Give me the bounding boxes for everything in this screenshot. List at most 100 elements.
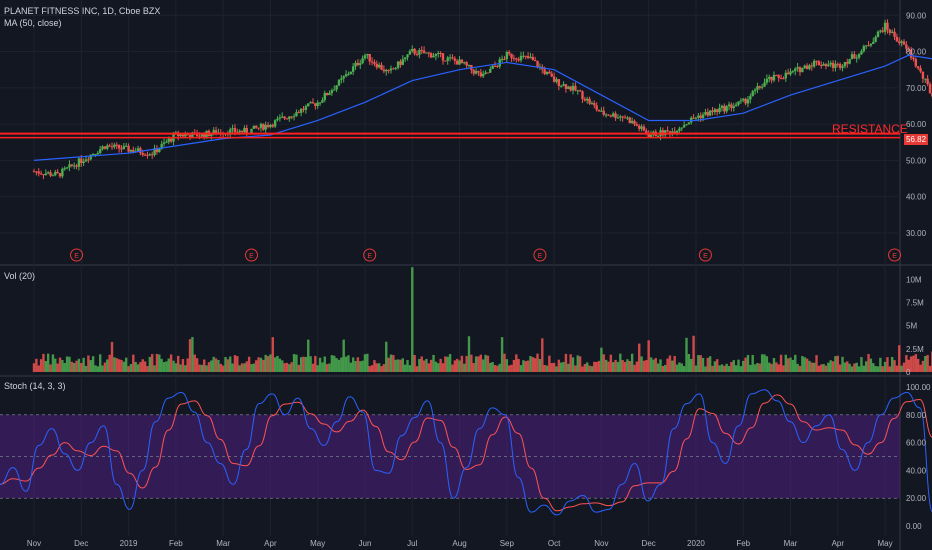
volume-bar xyxy=(191,336,194,372)
stoch-tick-label: 40.00 xyxy=(906,466,927,475)
volume-bar xyxy=(49,364,52,372)
price-candle xyxy=(158,148,161,153)
price-candle xyxy=(926,78,929,85)
volume-bar xyxy=(162,362,166,372)
volume-bar xyxy=(928,365,932,372)
volume-bar xyxy=(526,360,530,372)
volume-bar xyxy=(373,360,376,372)
volume-bar xyxy=(640,356,643,372)
price-candle xyxy=(789,71,792,75)
price-candle xyxy=(368,53,371,62)
price-candle xyxy=(848,59,851,64)
price-candle xyxy=(396,61,400,68)
price-candle xyxy=(387,69,390,71)
volume-bar xyxy=(519,365,523,372)
volume-bar xyxy=(586,362,589,372)
volume-bar xyxy=(614,359,617,372)
price-candle xyxy=(429,53,433,58)
volume-bar xyxy=(396,359,400,372)
volume-bar xyxy=(245,361,248,372)
price-candle xyxy=(907,48,910,50)
volume-bar xyxy=(323,356,326,372)
volume-bar xyxy=(422,360,426,372)
volume-bar xyxy=(238,365,241,372)
price-candle xyxy=(373,62,376,64)
price-candle xyxy=(531,56,535,61)
price-candle xyxy=(169,138,173,142)
price-candle xyxy=(716,109,719,113)
price-candle xyxy=(886,22,889,30)
price-candle xyxy=(361,58,364,64)
price-candle xyxy=(323,93,326,101)
price-candle xyxy=(437,53,440,55)
stoch-k-line xyxy=(0,389,932,516)
volume-bar xyxy=(720,364,724,372)
volume-bar xyxy=(486,355,490,372)
price-candle xyxy=(909,49,913,58)
price-candle xyxy=(198,136,201,138)
volume-bar xyxy=(307,339,310,372)
volume-bar xyxy=(739,366,743,372)
volume-bar xyxy=(75,360,78,372)
price-candle xyxy=(595,105,598,110)
volume-bar xyxy=(101,365,104,372)
x-tick-label: Mar xyxy=(216,539,230,548)
price-candle xyxy=(302,108,305,110)
x-tick-label: Feb xyxy=(736,539,750,548)
price-candle xyxy=(645,130,648,135)
price-candle xyxy=(356,62,360,65)
volume-bar xyxy=(356,357,360,372)
volume-bar xyxy=(299,357,303,372)
price-candle xyxy=(730,104,733,109)
volume-bar xyxy=(562,361,565,372)
volume-bar xyxy=(616,361,620,372)
price-candle xyxy=(824,64,828,67)
volume-bar xyxy=(110,341,114,372)
volume-bar xyxy=(507,365,511,372)
price-candle xyxy=(49,172,52,176)
price-candle xyxy=(796,67,799,69)
volume-bar xyxy=(297,364,300,372)
price-candle xyxy=(562,84,565,86)
price-candle xyxy=(392,68,395,70)
price-candle xyxy=(701,114,705,119)
volume-bar xyxy=(758,363,761,372)
price-candle xyxy=(269,124,272,128)
volume-bar xyxy=(257,357,260,372)
volume-bar xyxy=(805,358,809,372)
volume-bar xyxy=(864,361,868,372)
price-candle xyxy=(548,71,551,74)
volume-bar xyxy=(645,360,648,372)
price-candle xyxy=(441,53,445,61)
price-candle xyxy=(425,52,428,54)
volume-bar xyxy=(359,361,362,372)
volume-bar xyxy=(730,361,733,372)
volume-bar xyxy=(907,359,910,372)
price-candle xyxy=(567,86,570,89)
price-candle xyxy=(533,60,537,62)
volume-bar xyxy=(229,356,232,372)
volume-bar xyxy=(630,353,634,372)
price-candle xyxy=(351,66,355,72)
volume-bar xyxy=(512,359,516,372)
price-candle xyxy=(155,148,159,153)
price-candle xyxy=(718,107,721,113)
price-candle xyxy=(794,68,797,72)
volume-bar xyxy=(638,343,641,372)
volume-bar xyxy=(58,357,62,372)
volume-bar xyxy=(276,355,279,372)
volume-bar xyxy=(912,355,915,372)
stoch-tick-label: 100.00 xyxy=(906,383,931,392)
volume-bar xyxy=(848,363,851,372)
volume-bar xyxy=(576,355,579,372)
price-candle xyxy=(569,86,572,91)
price-candle xyxy=(574,85,577,91)
volume-bar xyxy=(581,366,584,372)
volume-bar xyxy=(909,356,913,372)
price-candle xyxy=(72,165,76,167)
volume-bar xyxy=(425,358,428,372)
price-candle xyxy=(883,22,887,32)
price-candle xyxy=(616,117,620,119)
volume-bar xyxy=(690,358,693,372)
